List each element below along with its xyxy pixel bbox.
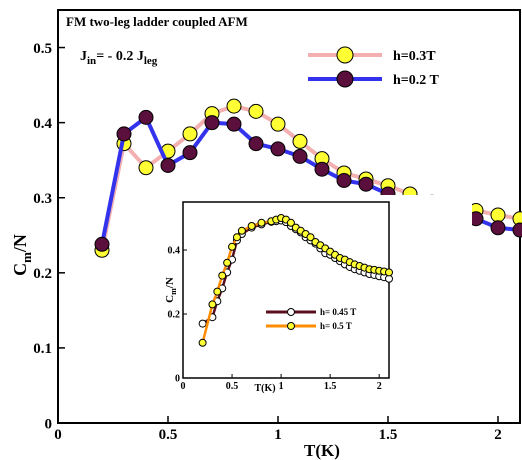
main-series-1-point xyxy=(314,161,330,177)
main-y-tick-label: 0.1 xyxy=(33,341,52,357)
inset-y-tick-label: 0.2 xyxy=(168,310,181,321)
inset-legend-item-h-0-5: h= 0.5 T xyxy=(266,321,352,331)
main-series-0-point xyxy=(270,116,286,132)
inset-series-1-point xyxy=(247,222,256,230)
inset-y-label-sub: m xyxy=(169,288,178,295)
main-x-tick-label: 1.5 xyxy=(379,427,398,443)
main-y-tick-label: 0.2 xyxy=(33,266,52,282)
main-x-tick-label: 0 xyxy=(54,427,62,443)
main-series-1-point xyxy=(160,157,176,173)
annotation-sub-leg: leg xyxy=(144,55,158,67)
y-label-sub: m xyxy=(19,252,34,263)
inset-legend-marker-h-0-45 xyxy=(287,308,295,316)
main-series-1-point xyxy=(248,136,264,152)
inset-y-label-base: C xyxy=(164,295,176,303)
inset-legend-item-h-0-45: h= 0.45 T xyxy=(266,307,356,317)
main-y-tick-label: 0.5 xyxy=(33,41,52,57)
inset-y-label-rest: /N xyxy=(164,277,176,289)
main-x-axis-label: T(K) xyxy=(304,441,340,460)
main-x-tick-label: 2 xyxy=(494,427,502,443)
main-series-0-point xyxy=(490,207,506,223)
inset-series-1-point xyxy=(385,268,393,277)
inset-y-tick-label: 0 xyxy=(175,374,180,385)
main-y-tick-label: 0.4 xyxy=(33,116,52,132)
main-series-0-point xyxy=(292,133,308,149)
inset-x-axis-label: T(K) xyxy=(254,383,275,394)
inset-x-tick-label: 2 xyxy=(377,381,382,392)
main-y-tick-label: 0 xyxy=(45,416,53,432)
main-legend: h=0.3T h=0.2 T xyxy=(308,46,440,88)
inset-series-1-point xyxy=(228,242,237,251)
inset-series-0-point xyxy=(198,319,207,328)
inset-legend-marker-h-0-5 xyxy=(287,322,295,330)
inset-series-1-point xyxy=(237,226,246,235)
inset-x-tick-label: 1 xyxy=(279,381,284,392)
annotation-j: J xyxy=(80,49,87,64)
inset-legend-label-h-0-5: h= 0.5 T xyxy=(320,321,352,331)
main-y-tick-label: 0.3 xyxy=(33,191,52,207)
inset-series-1-point xyxy=(198,338,207,347)
main-y-axis-label: Cm/N xyxy=(10,234,34,276)
legend-item-h-0-2: h=0.2 T xyxy=(308,70,440,88)
inset-series-1-point xyxy=(306,233,315,242)
main-x-tick-label: 0.5 xyxy=(159,427,178,443)
y-label-base: C xyxy=(10,263,30,276)
inset-series-1-point xyxy=(218,271,227,280)
main-series-0-point xyxy=(182,126,198,142)
main-series-1-point xyxy=(336,172,352,188)
inset-series-1-point xyxy=(213,287,222,296)
main-series-1-point xyxy=(94,236,110,252)
main-series-1-point xyxy=(292,148,308,164)
inset-y-tick-label: 0.4 xyxy=(168,246,181,257)
main-series-1-point xyxy=(182,145,198,161)
main-y-axis: 0 0.1 0.2 0.3 0.4 0.5 xyxy=(33,41,65,432)
inset-chart: 0 0.5 1 1.5 2 0 0.2 0.4 T(K) Cm/N h= 0.45 T h=… xyxy=(160,195,472,394)
legend-marker-h-0-2 xyxy=(336,70,354,88)
inset-x-tick-label: 0.5 xyxy=(226,381,239,392)
inset-plot-frame xyxy=(182,201,390,379)
main-series-1-point xyxy=(226,116,242,132)
main-series-1-point xyxy=(204,115,220,131)
main-chart-title: FM two-leg ladder coupled AFM xyxy=(66,14,248,29)
inset-series-1-point xyxy=(257,218,266,227)
inset-series-1-point xyxy=(223,258,232,267)
main-x-tick-label: 1 xyxy=(274,427,282,443)
main-series-0-point xyxy=(226,98,242,114)
inset-legend-label-h-0-45: h= 0.45 T xyxy=(320,307,356,317)
main-series-1-point xyxy=(358,176,374,192)
inset-y-axis: 0 0.2 0.4 xyxy=(168,246,187,385)
main-series-1-point xyxy=(138,109,154,125)
main-series-1-point xyxy=(490,220,506,236)
legend-item-h-0-3: h=0.3T xyxy=(308,46,436,64)
main-series-0-point xyxy=(248,103,264,119)
main-series-1-point xyxy=(116,126,132,142)
main-series-0-point xyxy=(138,160,154,176)
inset-x-tick-label: 0 xyxy=(181,381,186,392)
legend-label-h-0-3: h=0.3T xyxy=(393,49,436,64)
inset-series-1-point xyxy=(232,233,241,242)
inset-series-1-point xyxy=(208,300,217,309)
y-label-rest: /N xyxy=(10,234,30,253)
inset-legend: h= 0.45 T h= 0.5 T xyxy=(266,307,356,331)
main-x-axis: 0 0.5 1 1.5 2 xyxy=(54,416,502,443)
annotation-mid: = - 0.2 J xyxy=(96,49,144,64)
inset-y-axis-label: Cm/N xyxy=(164,277,178,303)
main-series-1-point xyxy=(270,141,286,157)
inset-series-layer xyxy=(198,214,393,347)
inset-x-tick-label: 1.5 xyxy=(324,381,337,392)
inset-series-1-point xyxy=(286,218,295,227)
main-annotation: Jin= - 0.2 Jleg xyxy=(80,49,158,67)
annotation-sub-in: in xyxy=(87,55,96,67)
inset-x-axis: 0 0.5 1 1.5 2 xyxy=(181,374,382,392)
legend-label-h-0-2: h=0.2 T xyxy=(393,73,440,88)
main-series-1-point xyxy=(512,222,522,238)
legend-marker-h-0-3 xyxy=(336,46,354,64)
inset-background xyxy=(160,195,472,383)
